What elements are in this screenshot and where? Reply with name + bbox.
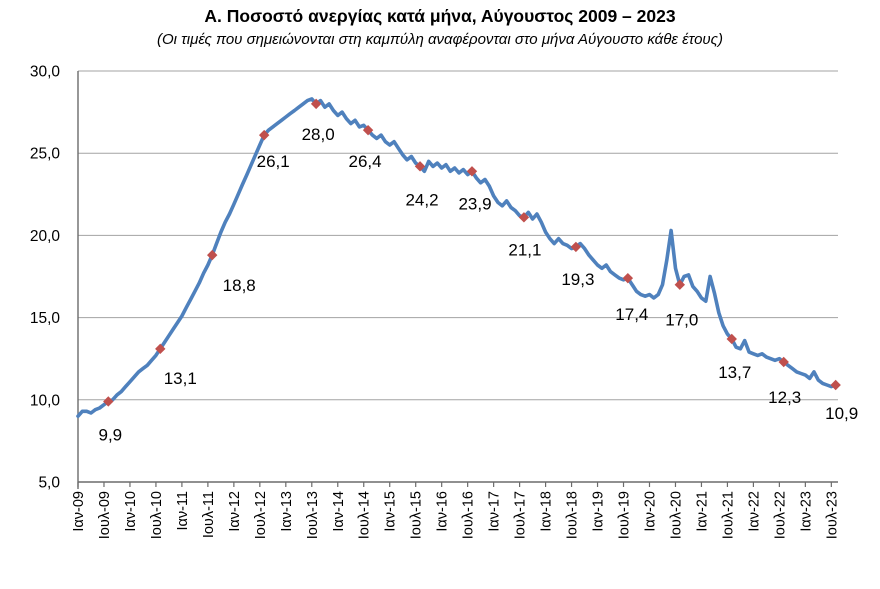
august-value-label: 19,3 — [561, 270, 594, 289]
x-axis-label: Ιουλ-11 — [201, 491, 217, 538]
august-marker-diamond — [258, 129, 270, 141]
x-axis-label: Ιαν-22 — [746, 491, 762, 532]
unemployment-line-chart: 30,0 25,0 20,0 15,0 10,0 5,0 Ιαν-09 Ιουλ-09 Ιαν-… — [30, 64, 858, 540]
august-value-label: 13,1 — [164, 369, 197, 388]
august-marker-diamond — [362, 124, 374, 136]
x-axis-label: Ιαν-14 — [331, 491, 347, 532]
x-axis-label: Ιαν-18 — [539, 491, 555, 532]
y-axis-label: 20,0 — [30, 228, 61, 245]
august-marker-diamond — [466, 166, 478, 177]
x-axis-label: Ιαν-19 — [591, 491, 607, 532]
x-axis-label: Ιουλ-22 — [772, 491, 788, 539]
august-marker-diamond — [726, 333, 737, 345]
august-value-label: 10,9 — [825, 404, 858, 423]
x-axis-label: Ιαν-09 — [71, 491, 87, 532]
august-value-label: 24,2 — [405, 190, 438, 209]
chart-header: Α. Ποσοστό ανεργίας κατά μήνα, Αύγουστος… — [0, 0, 880, 52]
unemployment-rate-line — [76, 97, 838, 419]
august-value-label: 13,7 — [718, 363, 751, 382]
august-value-label: 21,1 — [508, 240, 541, 259]
august-marker-diamond — [207, 249, 218, 261]
august-marker-diamond — [103, 396, 114, 407]
august-value-label: 26,1 — [257, 152, 290, 171]
august-value-label: 18,8 — [223, 276, 256, 295]
x-axis-label: Ιαν-12 — [227, 491, 243, 532]
x-axis-label: Ιαν-23 — [798, 491, 814, 532]
x-axis-label: Ιουλ-21 — [720, 491, 736, 539]
august-marker-diamond — [518, 212, 530, 223]
august-value-label: 26,4 — [349, 152, 382, 171]
x-axis-label: Ιαν-13 — [279, 491, 295, 532]
august-marker-diamond — [622, 272, 634, 284]
august-value-label: 9,9 — [98, 425, 122, 444]
x-axis-label: Ιαν-21 — [694, 491, 710, 532]
x-axis-label: Ιουλ-14 — [357, 491, 373, 539]
x-axis-label: Ιουλ-10 — [149, 491, 165, 539]
x-axis-label: Ιουλ-15 — [409, 491, 425, 539]
august-marker-diamond — [310, 98, 322, 110]
x-axis-label: Ιουλ-16 — [461, 491, 477, 539]
x-axis-label: Ιουλ-20 — [668, 491, 684, 539]
august-marker-diamond — [778, 356, 789, 368]
x-axis-label: Ιουλ-23 — [824, 491, 840, 539]
y-axis-label: 15,0 — [30, 310, 61, 327]
x-axis-label: Ιουλ-17 — [513, 491, 529, 539]
august-marker-diamond — [830, 379, 841, 391]
y-axis-label: 30,0 — [30, 64, 61, 81]
august-marker-diamond — [155, 343, 166, 355]
x-axis-label: Ιαν-15 — [383, 491, 399, 532]
y-axis-label: 10,0 — [30, 392, 61, 409]
x-axis-label: Ιαν-17 — [487, 491, 503, 532]
august-value-label: 23,9 — [458, 194, 491, 213]
chart-title: Α. Ποσοστό ανεργίας κατά μήνα, Αύγουστος… — [204, 6, 676, 26]
y-axis-label: 25,0 — [30, 146, 61, 163]
x-axis-label: Ιουλ-09 — [97, 491, 113, 539]
august-value-label: 28,0 — [302, 125, 335, 144]
chart-subtitle: (Οι τιμές που σημειώνονται στη καμπύλη α… — [157, 31, 723, 48]
august-marker-diamond — [414, 161, 426, 172]
august-value-label: 12,3 — [768, 388, 801, 407]
x-axis-label: Ιαν-16 — [435, 491, 451, 532]
y-axis-label: 5,0 — [38, 475, 60, 492]
x-axis-label: Ιαν-11 — [175, 491, 191, 531]
x-axis-label: Ιουλ-18 — [565, 491, 581, 539]
august-value-label: 17,0 — [665, 311, 698, 330]
x-axis-label: Ιαν-10 — [123, 491, 139, 532]
august-value-label: 17,4 — [615, 305, 648, 324]
x-axis-label: Ιαν-20 — [642, 491, 658, 532]
august-marker-diamond — [570, 241, 582, 253]
x-axis-label: Ιουλ-19 — [617, 491, 633, 539]
x-axis-label: Ιουλ-13 — [305, 491, 321, 539]
x-axis-label: Ιουλ-12 — [253, 491, 269, 539]
